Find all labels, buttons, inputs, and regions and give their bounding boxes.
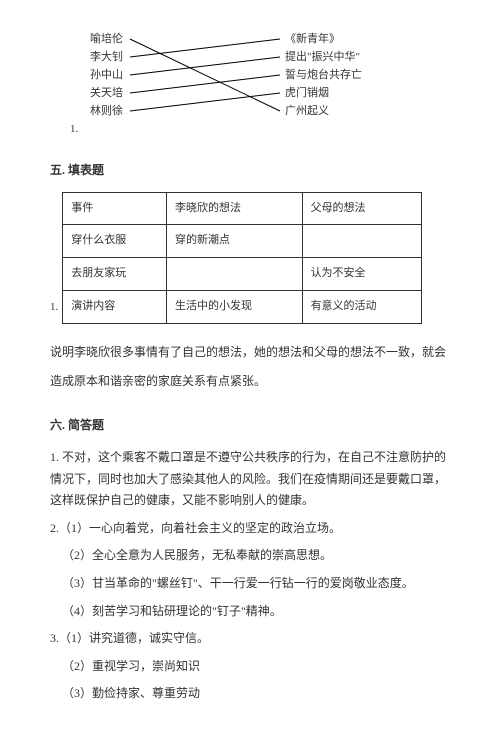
qa-item: （4）刻苦学习和钻研理论的"钉子"精神。 (50, 601, 450, 623)
section6-title: 六. 简答题 (50, 415, 450, 437)
matching-lines (70, 30, 450, 140)
qa-item: （2）全心全意为人民服务，无私奉献的崇高思想。 (50, 545, 450, 567)
table-header-row: 事件 李晓欣的想法 父母的想法 (63, 192, 422, 225)
table-cell: 去朋友家玩 (63, 258, 167, 291)
table-number: 1. (50, 298, 58, 324)
qa-item: （3）勤俭持家、尊重劳动 (50, 683, 450, 705)
fill-table: 事件 李晓欣的想法 父母的想法 穿什么衣服 穿的新潮点 去朋友家玩 认为不安全 … (62, 192, 422, 324)
table-cell: 有意义的活动 (302, 290, 422, 323)
table-cell (167, 258, 303, 291)
table-wrap: 1. 事件 李晓欣的想法 父母的想法 穿什么衣服 穿的新潮点 去朋友家玩 认为不… (50, 192, 450, 324)
table-cell: 穿什么衣服 (63, 225, 167, 258)
qa-item: 3.（1）讲究道德，诚实守信。 (50, 628, 450, 650)
table-row: 去朋友家玩 认为不安全 (63, 258, 422, 291)
qa-item: （2）重视学习，崇尚知识 (50, 656, 450, 678)
section5-note: 说明李晓欣很多事情有了自己的想法，她的想法和父母的想法不一致，就会造成原本和谐亲… (50, 338, 450, 396)
table-cell (302, 225, 422, 258)
section5-title: 五. 填表题 (50, 160, 450, 182)
table-row: 演讲内容 生活中的小发现 有意义的活动 (63, 290, 422, 323)
table-cell: 穿的新潮点 (167, 225, 303, 258)
table-header: 父母的想法 (302, 192, 422, 225)
table-header: 事件 (63, 192, 167, 225)
table-cell: 演讲内容 (63, 290, 167, 323)
qa-item: 2.（1）一心向着党，向着社会主义的坚定的政治立场。 (50, 518, 450, 540)
table-cell: 生活中的小发现 (167, 290, 303, 323)
table-row: 穿什么衣服 穿的新潮点 (63, 225, 422, 258)
matching-diagram: 1. 喻培伦 李大钊 孙中山 关天培 林则徐 《新青年》 提出"振兴中华" 誓与… (70, 30, 450, 140)
table-cell: 认为不安全 (302, 258, 422, 291)
qa-item: 1. 不对，这个乘客不戴口罩是不遵守公共秩序的行为，在自己不注意防护的情况下，同… (50, 447, 450, 512)
qa-block: 1. 不对，这个乘客不戴口罩是不遵守公共秩序的行为，在自己不注意防护的情况下，同… (50, 447, 450, 705)
qa-item: （3）甘当革命的"螺丝钉"、干一行爱一行钻一行的爱岗敬业态度。 (50, 573, 450, 595)
table-header: 李晓欣的想法 (167, 192, 303, 225)
